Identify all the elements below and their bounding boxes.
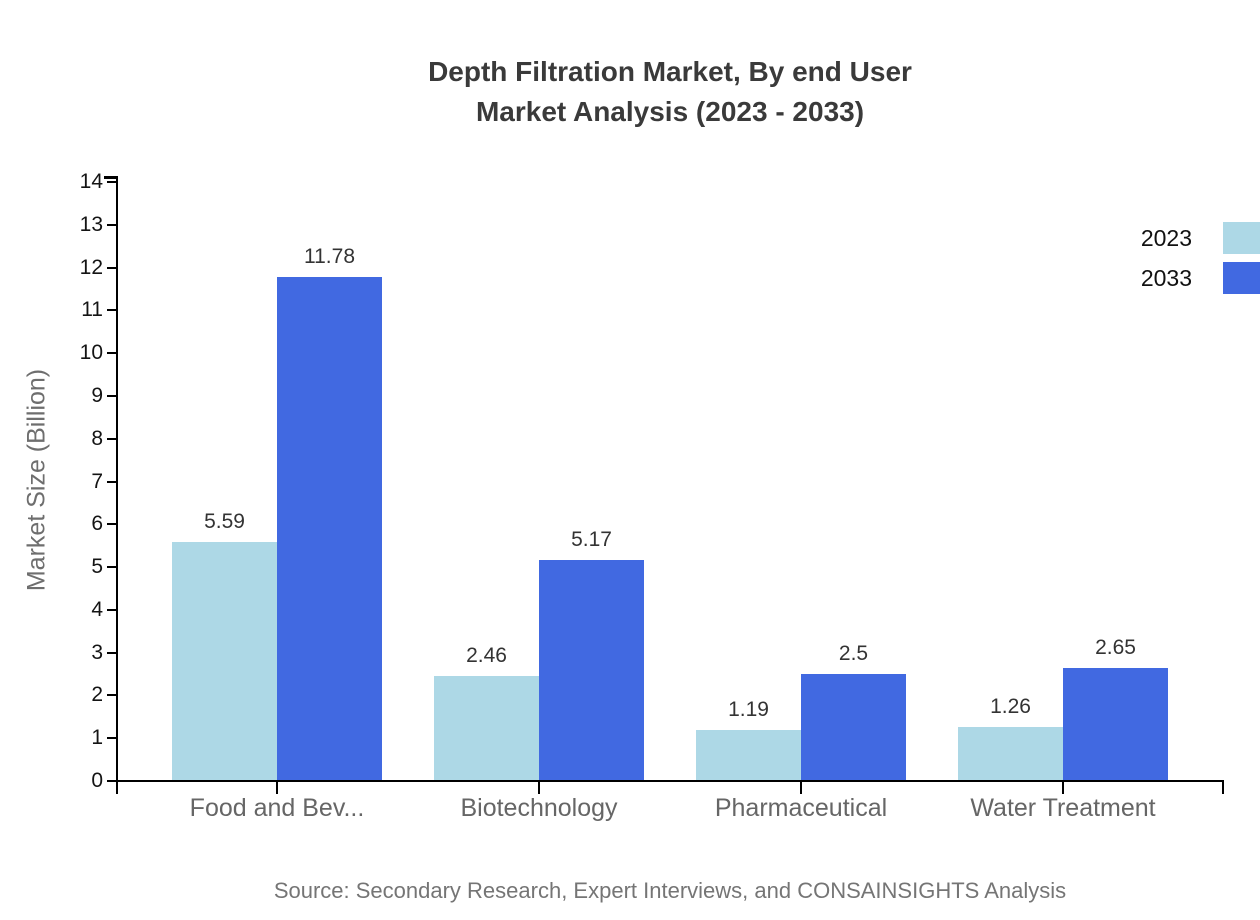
x-tick-food-and-bev	[276, 781, 278, 794]
value-label-2033-water-treatment: 2.65	[1095, 636, 1136, 659]
legend-label-2033: 2033	[1140, 265, 1192, 291]
y-tick-3	[107, 652, 116, 654]
value-label-2023-water-treatment: 1.26	[990, 695, 1031, 718]
y-tick-8	[107, 438, 116, 440]
x-category-label-food-and-bev: Food and Bev...	[189, 794, 365, 822]
x-category-label-biotechnology: Biotechnology	[460, 794, 618, 822]
x-category-label-pharmaceutical: Pharmaceutical	[714, 794, 888, 822]
chart-title: Depth Filtration Market, By end User Mar…	[80, 52, 1260, 132]
bar-2023-pharmaceutical	[696, 730, 801, 781]
y-tick-label-4: 4	[91, 598, 103, 621]
y-tick-1	[107, 737, 116, 739]
legend-swatch-2023	[1223, 222, 1260, 254]
y-tick-label-2: 2	[91, 683, 103, 706]
y-tick-11	[107, 309, 116, 311]
y-tick-label-13: 13	[79, 213, 103, 236]
y-tick-label-12: 12	[79, 256, 103, 279]
y-tick-label-6: 6	[91, 512, 103, 535]
chart-title-line2: Market Analysis (2023 - 2033)	[475, 96, 865, 127]
bar-2023-water-treatment	[958, 727, 1063, 781]
y-tick-6	[107, 523, 116, 525]
value-label-2033-biotechnology: 5.17	[571, 528, 612, 551]
y-tick-label-1: 1	[91, 726, 103, 749]
value-label-2023-biotechnology: 2.46	[466, 644, 507, 667]
x-tick-biotechnology	[538, 781, 540, 794]
source-note: Source: Secondary Research, Expert Inter…	[273, 878, 1067, 903]
y-tick-label-5: 5	[91, 555, 103, 578]
y-tick-label-9: 9	[91, 384, 103, 407]
y-tick-5	[107, 566, 116, 568]
bar-2033-food-and-bev	[277, 277, 382, 781]
y-tick-0	[107, 780, 116, 782]
x-tick-water-treatment	[1062, 781, 1064, 794]
x-axis-line	[116, 780, 1224, 782]
x-tick-pharmaceutical	[800, 781, 802, 794]
bar-2033-water-treatment	[1063, 668, 1168, 781]
y-axis-top-cap	[104, 176, 118, 179]
y-tick-4	[107, 609, 116, 611]
y-axis-line	[116, 176, 118, 794]
y-tick-14	[107, 181, 116, 183]
legend-swatch-2033	[1223, 262, 1260, 294]
value-label-2023-pharmaceutical: 1.19	[728, 698, 769, 721]
y-tick-12	[107, 267, 116, 269]
y-tick-label-0: 0	[91, 769, 103, 792]
x-axis-end-tick	[1222, 780, 1224, 794]
y-tick-label-10: 10	[79, 341, 103, 364]
plot-area: 5.59 2.46 1.19 1.26 11.78 5.17 2.5 2.65	[118, 182, 1222, 781]
y-tick-label-3: 3	[91, 641, 103, 664]
y-tick-label-7: 7	[91, 470, 103, 493]
bar-2023-biotechnology	[434, 676, 539, 781]
value-label-2023-food-and-bev: 5.59	[204, 510, 245, 533]
y-tick-10	[107, 352, 116, 354]
x-category-label-water-treatment: Water Treatment	[970, 794, 1156, 822]
bar-2023-food-and-bev	[172, 542, 277, 781]
bar-2033-biotechnology	[539, 560, 644, 781]
y-tick-7	[107, 481, 116, 483]
chart-title-line1: Depth Filtration Market, By end User	[428, 56, 912, 87]
value-label-2033-pharmaceutical: 2.5	[838, 642, 869, 665]
y-tick-9	[107, 395, 116, 397]
value-label-2033-food-and-bev: 11.78	[304, 245, 355, 268]
bar-2033-pharmaceutical	[801, 674, 906, 781]
y-tick-13	[107, 224, 116, 226]
legend-label-2023: 2023	[1140, 225, 1192, 251]
y-tick-2	[107, 694, 116, 696]
y-tick-label-14: 14	[79, 170, 103, 193]
y-tick-label-8: 8	[91, 427, 103, 450]
y-tick-label-11: 11	[81, 298, 103, 321]
